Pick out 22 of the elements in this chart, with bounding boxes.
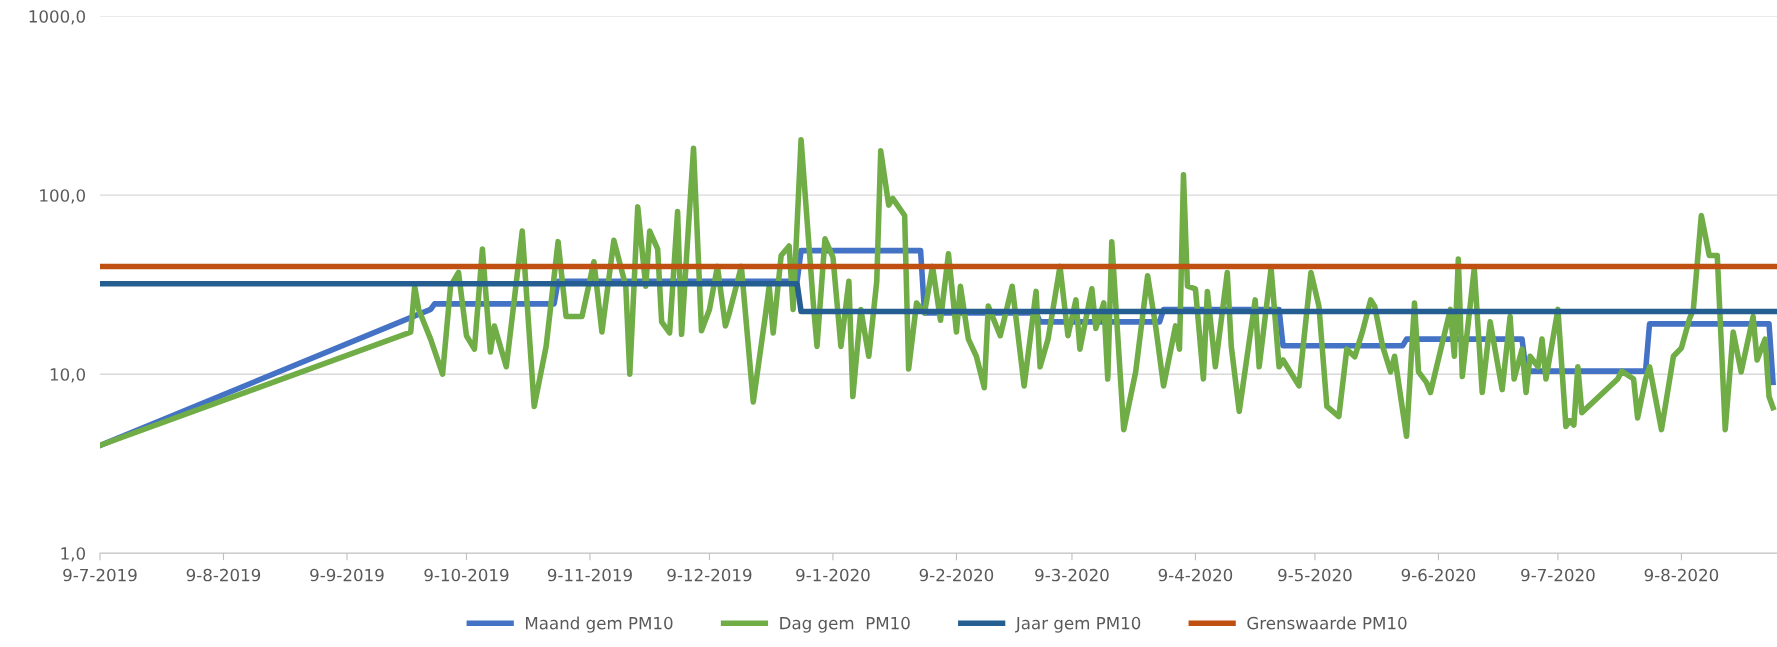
- x-tick-label: 9-11-2019: [547, 568, 632, 582]
- legend-label: Dag gem PM10: [780, 616, 910, 633]
- y-tick-label: 10,0: [50, 368, 85, 383]
- x-tick-label: 9-7-2020: [1521, 568, 1595, 582]
- legend-label: Maand gem PM10: [526, 616, 673, 633]
- legend-label: Jaar gem PM10: [1014, 616, 1141, 633]
- x-tick-label: 9-4-2020: [1158, 568, 1233, 582]
- x-tick-label: 9-2-2020: [919, 568, 994, 582]
- legend-label: Grenswaarde PM10: [1247, 616, 1407, 630]
- y-tick-label: 100,0: [40, 189, 85, 204]
- x-tick-label: 9-7-2019: [63, 568, 137, 582]
- x-tick-label: 9-10-2019: [424, 568, 509, 582]
- x-tick-label: 9-12-2019: [667, 568, 752, 582]
- y-tick-label: 1,0: [61, 547, 86, 562]
- x-tick-label: 9-1-2020: [796, 568, 870, 582]
- x-tick-label: 9-6-2020: [1401, 568, 1476, 582]
- x-tick-label: 9-3-2020: [1035, 568, 1109, 582]
- x-tick-label: 9-8-2020: [1644, 568, 1719, 582]
- x-tick-label: 9-8-2019: [186, 568, 261, 582]
- y-tick-label: 1000,0: [29, 10, 85, 25]
- x-tick-label: 9-5-2020: [1278, 568, 1352, 582]
- x-tick-label: 9-9-2019: [310, 568, 384, 582]
